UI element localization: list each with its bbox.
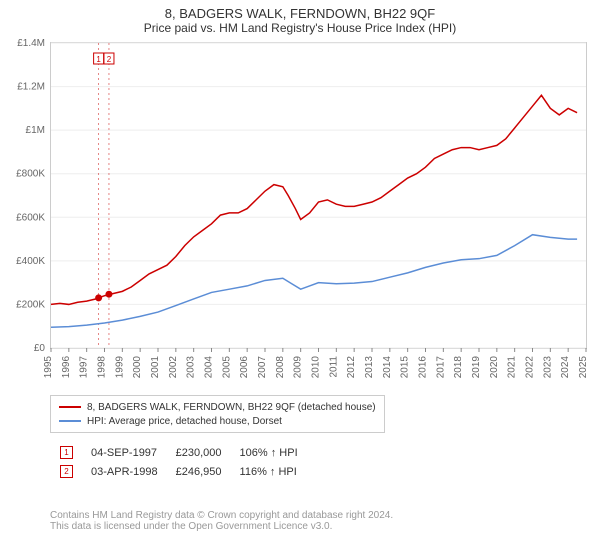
svg-text:2000: 2000 bbox=[132, 356, 143, 379]
svg-text:2001: 2001 bbox=[150, 356, 161, 379]
sale-pct: 106% ↑ HPI bbox=[232, 444, 306, 461]
svg-text:2006: 2006 bbox=[239, 356, 250, 379]
sale-date: 03-APR-1998 bbox=[83, 463, 166, 480]
table-row: 2 03-APR-1998£246,950116% ↑ HPI bbox=[52, 463, 306, 480]
svg-text:2025: 2025 bbox=[578, 356, 589, 379]
footer-line-2: This data is licensed under the Open Gov… bbox=[50, 521, 393, 532]
legend-item-series2: HPI: Average price, detached house, Dors… bbox=[59, 414, 376, 428]
svg-text:2008: 2008 bbox=[275, 356, 286, 379]
chart-title: 8, BADGERS WALK, FERNDOWN, BH22 9QF bbox=[0, 0, 600, 21]
svg-text:2015: 2015 bbox=[400, 356, 411, 379]
svg-text:2016: 2016 bbox=[418, 356, 429, 379]
svg-text:2022: 2022 bbox=[525, 356, 536, 379]
svg-text:£1.4M: £1.4M bbox=[17, 38, 45, 49]
legend-swatch bbox=[59, 406, 81, 408]
sale-date: 04-SEP-1997 bbox=[83, 444, 166, 461]
table-row: 1 04-SEP-1997£230,000106% ↑ HPI bbox=[52, 444, 306, 461]
svg-text:2020: 2020 bbox=[489, 356, 500, 379]
svg-text:2013: 2013 bbox=[364, 356, 375, 379]
svg-text:2005: 2005 bbox=[221, 356, 232, 379]
svg-text:2009: 2009 bbox=[293, 356, 304, 379]
chart-footer: Contains HM Land Registry data © Crown c… bbox=[50, 510, 393, 532]
svg-text:£600K: £600K bbox=[16, 212, 45, 223]
legend-label: 8, BADGERS WALK, FERNDOWN, BH22 9QF (det… bbox=[87, 402, 376, 413]
svg-text:£200K: £200K bbox=[16, 299, 45, 310]
chart-plot: £0£200K£400K£600K£800K£1M£1.2M£1.4M19951… bbox=[50, 42, 587, 349]
svg-text:2024: 2024 bbox=[560, 356, 571, 379]
marker-badge: 1 bbox=[60, 446, 73, 459]
sales-table: 1 04-SEP-1997£230,000106% ↑ HPI 2 03-APR-19… bbox=[50, 442, 308, 482]
svg-text:2010: 2010 bbox=[311, 356, 322, 379]
svg-text:2012: 2012 bbox=[346, 356, 357, 379]
svg-text:1: 1 bbox=[96, 55, 101, 64]
sale-price: £230,000 bbox=[168, 444, 230, 461]
legend-label: HPI: Average price, detached house, Dors… bbox=[87, 416, 282, 427]
svg-text:1999: 1999 bbox=[114, 356, 125, 379]
svg-text:£800K: £800K bbox=[16, 169, 45, 180]
sale-pct: 116% ↑ HPI bbox=[232, 463, 306, 480]
chart-legend: 8, BADGERS WALK, FERNDOWN, BH22 9QF (det… bbox=[50, 395, 385, 433]
marker-badge: 2 bbox=[60, 465, 73, 478]
svg-text:2011: 2011 bbox=[328, 356, 339, 378]
svg-text:2023: 2023 bbox=[542, 356, 553, 379]
svg-text:1995: 1995 bbox=[43, 356, 54, 379]
chart-subtitle: Price paid vs. HM Land Registry's House … bbox=[0, 21, 600, 39]
svg-text:2019: 2019 bbox=[471, 356, 482, 379]
svg-text:1996: 1996 bbox=[61, 356, 72, 379]
svg-text:2018: 2018 bbox=[453, 356, 464, 379]
svg-text:1997: 1997 bbox=[79, 356, 90, 379]
svg-text:2002: 2002 bbox=[168, 356, 179, 379]
chart-container: 8, BADGERS WALK, FERNDOWN, BH22 9QF Pric… bbox=[0, 0, 600, 560]
svg-text:£0: £0 bbox=[34, 343, 46, 354]
svg-text:2017: 2017 bbox=[435, 356, 446, 379]
legend-swatch bbox=[59, 420, 81, 422]
svg-text:£400K: £400K bbox=[16, 256, 45, 267]
svg-text:1998: 1998 bbox=[97, 356, 108, 379]
svg-text:2007: 2007 bbox=[257, 356, 268, 379]
sale-price: £246,950 bbox=[168, 463, 230, 480]
svg-text:2: 2 bbox=[107, 55, 112, 64]
svg-text:2003: 2003 bbox=[186, 356, 197, 379]
svg-text:2014: 2014 bbox=[382, 356, 393, 379]
legend-item-series1: 8, BADGERS WALK, FERNDOWN, BH22 9QF (det… bbox=[59, 400, 376, 414]
svg-text:2021: 2021 bbox=[507, 356, 518, 379]
svg-text:£1.2M: £1.2M bbox=[17, 82, 45, 93]
footer-line-1: Contains HM Land Registry data © Crown c… bbox=[50, 510, 393, 521]
svg-text:2004: 2004 bbox=[204, 356, 215, 379]
svg-text:£1M: £1M bbox=[26, 125, 45, 136]
